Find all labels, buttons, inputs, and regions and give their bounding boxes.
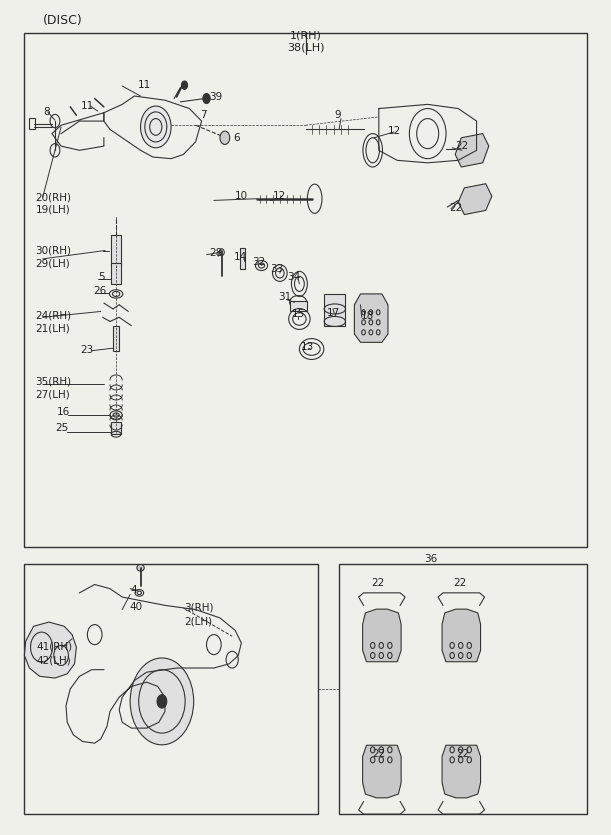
Text: 12: 12 bbox=[273, 191, 287, 201]
Circle shape bbox=[130, 658, 194, 745]
Text: 13: 13 bbox=[301, 342, 314, 352]
Polygon shape bbox=[442, 610, 480, 661]
Text: 10: 10 bbox=[235, 191, 248, 201]
Text: 15: 15 bbox=[292, 309, 306, 319]
Text: 20(RH): 20(RH) bbox=[35, 192, 71, 202]
Text: 39: 39 bbox=[209, 92, 222, 102]
Bar bbox=[111, 263, 121, 284]
Text: 25: 25 bbox=[55, 423, 68, 433]
Text: 6: 6 bbox=[233, 133, 240, 143]
Ellipse shape bbox=[137, 564, 144, 571]
Text: (DISC): (DISC) bbox=[43, 14, 82, 28]
Text: 33: 33 bbox=[270, 264, 284, 274]
Text: 31: 31 bbox=[278, 292, 291, 302]
Text: 29(LH): 29(LH) bbox=[35, 258, 70, 268]
Circle shape bbox=[141, 106, 171, 148]
Text: 35(RH): 35(RH) bbox=[35, 377, 71, 387]
Text: 22: 22 bbox=[371, 578, 385, 588]
Bar bbox=[24, 564, 318, 814]
Text: 22: 22 bbox=[455, 141, 469, 151]
Circle shape bbox=[203, 94, 210, 104]
Text: 38(LH): 38(LH) bbox=[287, 43, 324, 53]
Bar bbox=[290, 301, 307, 311]
Text: 19(LH): 19(LH) bbox=[35, 205, 70, 215]
Text: 28: 28 bbox=[209, 248, 222, 258]
Text: 7: 7 bbox=[200, 110, 207, 120]
Text: 23: 23 bbox=[81, 345, 94, 355]
Polygon shape bbox=[24, 622, 76, 678]
Text: 26: 26 bbox=[93, 286, 106, 296]
Text: 27(LH): 27(LH) bbox=[35, 390, 70, 400]
Text: 11: 11 bbox=[81, 101, 95, 111]
Text: 9: 9 bbox=[335, 110, 342, 120]
Text: 42(LH): 42(LH) bbox=[37, 655, 71, 665]
Text: 21(LH): 21(LH) bbox=[35, 324, 70, 334]
Bar bbox=[339, 564, 587, 814]
Text: 5: 5 bbox=[98, 272, 104, 282]
Polygon shape bbox=[442, 745, 480, 798]
Circle shape bbox=[220, 131, 230, 144]
Text: 18: 18 bbox=[360, 311, 374, 321]
Text: 30(RH): 30(RH) bbox=[35, 245, 71, 256]
Polygon shape bbox=[363, 610, 401, 661]
Bar bbox=[240, 248, 245, 269]
Text: 24(RH): 24(RH) bbox=[35, 311, 71, 321]
Polygon shape bbox=[363, 745, 401, 798]
Circle shape bbox=[181, 81, 188, 89]
Polygon shape bbox=[458, 184, 492, 215]
Text: 8: 8 bbox=[43, 107, 49, 117]
Polygon shape bbox=[354, 294, 388, 342]
Text: 14: 14 bbox=[233, 252, 247, 262]
Bar bbox=[111, 422, 121, 434]
Text: 12: 12 bbox=[388, 126, 401, 136]
Text: 16: 16 bbox=[57, 407, 70, 418]
Text: 17: 17 bbox=[327, 308, 340, 318]
Polygon shape bbox=[455, 134, 489, 167]
Bar bbox=[29, 118, 35, 129]
Text: 22: 22 bbox=[373, 749, 386, 759]
Text: 3(RH): 3(RH) bbox=[185, 603, 214, 613]
Text: 22: 22 bbox=[450, 203, 463, 213]
Text: 11: 11 bbox=[137, 80, 151, 90]
Text: 22: 22 bbox=[453, 578, 467, 588]
Text: 2(LH): 2(LH) bbox=[185, 616, 213, 626]
Bar bbox=[324, 294, 345, 326]
Text: 40: 40 bbox=[130, 602, 142, 612]
Text: 22: 22 bbox=[456, 749, 470, 759]
Bar bbox=[24, 33, 587, 547]
Text: 4: 4 bbox=[130, 584, 137, 595]
Bar bbox=[111, 235, 121, 266]
Text: 41(RH): 41(RH) bbox=[37, 641, 73, 651]
Text: 34: 34 bbox=[287, 272, 301, 282]
Text: 32: 32 bbox=[252, 257, 265, 267]
Text: 1(RH): 1(RH) bbox=[290, 31, 321, 41]
Text: 36: 36 bbox=[425, 554, 438, 564]
Bar bbox=[113, 326, 119, 351]
Circle shape bbox=[157, 695, 167, 708]
